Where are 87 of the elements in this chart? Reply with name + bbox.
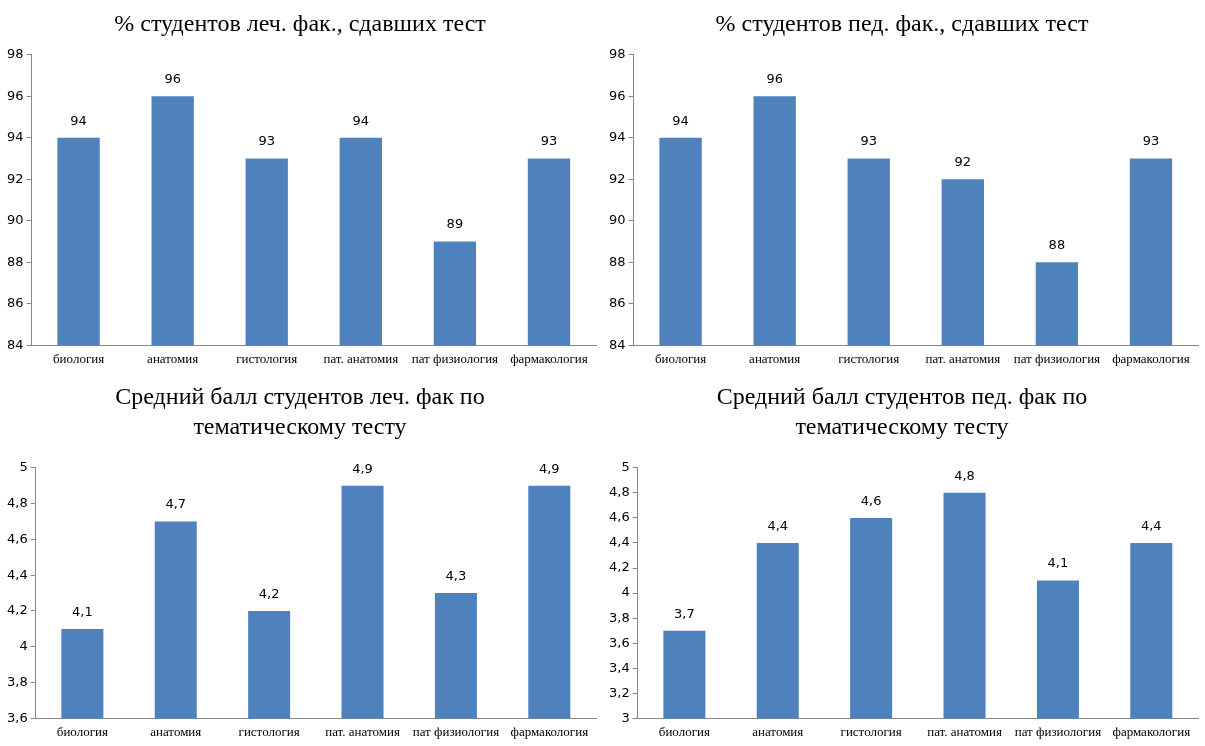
x-tick-label: биология <box>658 723 710 739</box>
y-tick-label: 96 <box>609 87 626 103</box>
data-label: 93 <box>860 133 878 149</box>
data-label: 89 <box>446 216 464 232</box>
y-tick-label: 4,6 <box>6 530 28 546</box>
data-label: 92 <box>954 154 972 170</box>
x-tick-label: пат физиология <box>411 350 499 366</box>
y-tick-label: 4,8 <box>608 484 630 500</box>
y-tick-label: 4,8 <box>6 494 28 510</box>
y-tick-label: 94 <box>7 129 24 145</box>
data-label: 93 <box>1142 133 1160 149</box>
y-tick-label: 90 <box>609 212 626 228</box>
y-tick-label: 4,4 <box>6 566 28 582</box>
y-tick-label: 86 <box>7 295 24 311</box>
y-tick-label: 88 <box>7 253 24 269</box>
y-tick-label: 3,4 <box>608 659 630 675</box>
data-label: 3,7 <box>674 605 695 621</box>
y-tick-label: 4,6 <box>608 509 630 525</box>
x-tick-label: анатомия <box>749 350 801 366</box>
y-tick-label: 4,2 <box>608 559 630 575</box>
y-tick-label: 92 <box>7 170 24 186</box>
x-tick-label: фармакология <box>1112 350 1190 366</box>
y-tick-label: 90 <box>7 212 24 228</box>
y-tick-label: 3,2 <box>608 684 630 700</box>
x-tick-label: пат. анатомия <box>325 723 400 739</box>
x-tick-label: анатомия <box>147 350 199 366</box>
data-label: 4,1 <box>72 603 93 619</box>
y-tick-label: 3 <box>621 709 630 725</box>
x-tick-label: биология <box>655 350 707 366</box>
data-label: 4,6 <box>860 492 882 508</box>
x-tick-label: пат физиология <box>412 723 500 739</box>
data-label: 4,1 <box>1047 555 1069 571</box>
y-tick-label: 3,6 <box>6 709 28 725</box>
y-tick-label: 94 <box>609 129 626 145</box>
x-tick-label: пат физиология <box>1014 723 1102 739</box>
x-tick-label: пат. анатомия <box>323 350 399 366</box>
y-tick-label: 3,8 <box>608 609 630 625</box>
y-tick-label: 4,2 <box>6 602 28 618</box>
x-tick-label: биология <box>53 350 105 366</box>
y-tick-label: 98 <box>7 46 24 62</box>
data-label: 96 <box>164 71 181 87</box>
y-tick-label: 92 <box>609 170 626 186</box>
y-tick-label: 88 <box>609 253 626 269</box>
y-tick-label: 86 <box>609 295 626 311</box>
data-label: 93 <box>258 133 276 149</box>
x-tick-label: пат. анатомия <box>925 350 1001 366</box>
y-tick-label: 4,4 <box>608 534 630 550</box>
y-tick-label: 3,8 <box>6 673 28 689</box>
x-tick-label: анатомия <box>752 723 804 739</box>
x-tick-label: гистология <box>840 723 902 739</box>
data-label: 94 <box>352 112 370 128</box>
y-tick-label: 5 <box>621 459 630 475</box>
data-label: 4,9 <box>352 460 373 476</box>
y-tick-label: 3,6 <box>608 634 630 650</box>
x-tick-label: фармакология <box>1112 723 1191 739</box>
x-tick-label: анатомия <box>150 723 202 739</box>
x-tick-label: гистология <box>238 723 300 739</box>
x-tick-label: гистология <box>236 350 298 366</box>
data-label: 4,4 <box>1140 517 1162 533</box>
x-tick-label: гистология <box>838 350 900 366</box>
chart-title: % студентов пед. фак., сдавших тест <box>714 9 1090 38</box>
data-label: 4,9 <box>538 460 560 476</box>
data-label: 94 <box>672 112 689 128</box>
y-tick-label: 98 <box>609 46 626 62</box>
chart-title: Средний балл студентов пед. фак по тематическому тесту <box>715 382 1089 441</box>
y-tick-label: 4 <box>621 584 630 600</box>
data-label: 4,7 <box>165 496 187 512</box>
x-tick-label: фармакология <box>510 350 588 366</box>
data-label: 96 <box>766 71 783 87</box>
y-tick-label: 84 <box>7 336 24 352</box>
data-label: 88 <box>1048 237 1066 253</box>
y-tick-label: 5 <box>19 459 28 475</box>
chart-title: Средний балл студентов леч. фак по тематическому тесту <box>114 382 486 441</box>
y-tick-label: 4 <box>19 638 28 654</box>
y-tick-label: 96 <box>7 87 24 103</box>
x-tick-label: фармакология <box>510 723 589 739</box>
x-tick-label: пат. анатомия <box>927 723 1002 739</box>
chart-title: % студентов леч. фак., сдавших тест <box>113 9 487 38</box>
data-label: 4,3 <box>445 567 467 583</box>
data-label: 4,8 <box>954 467 975 483</box>
y-tick-label: 84 <box>609 336 626 352</box>
x-tick-label: биология <box>56 723 108 739</box>
data-label: 4,2 <box>258 585 280 601</box>
data-label: 4,4 <box>767 517 789 533</box>
x-tick-label: пат физиология <box>1013 350 1101 366</box>
data-label: 93 <box>540 133 558 149</box>
data-label: 94 <box>70 112 87 128</box>
